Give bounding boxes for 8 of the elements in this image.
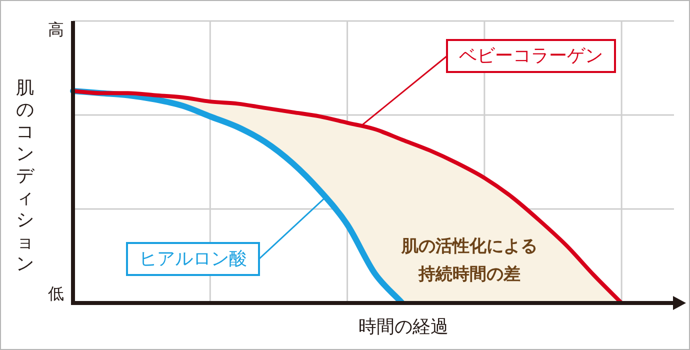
text: 低 xyxy=(48,284,64,304)
annotation: 持続時間の差 xyxy=(418,264,521,284)
text: ベビーコラーゲン xyxy=(459,46,603,67)
annotation: 肌の活性化による xyxy=(400,236,538,256)
x-axis-title: 時間の経過 xyxy=(358,316,448,338)
text: 肌のコンディション xyxy=(16,78,34,275)
text: 高 xyxy=(48,20,64,40)
text: ヒアルロン酸 xyxy=(139,248,247,270)
